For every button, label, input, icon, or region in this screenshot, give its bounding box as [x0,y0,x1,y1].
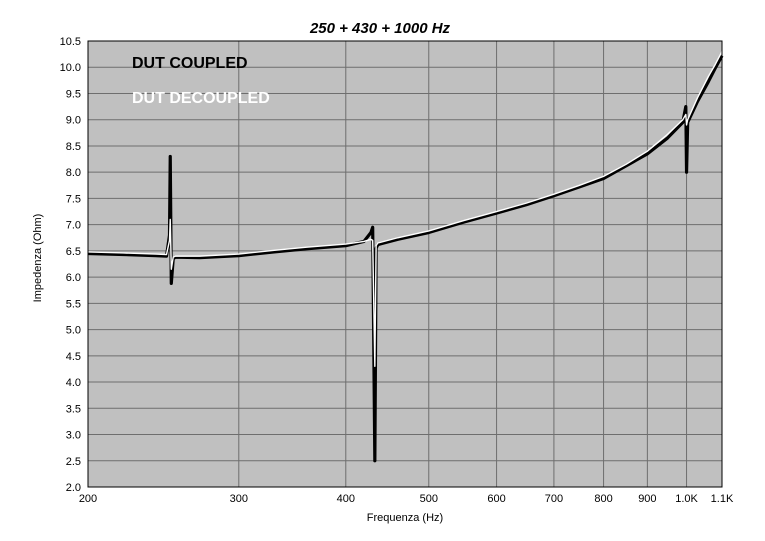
x-tick-label: 200 [79,493,97,505]
y-tick-label: 8.5 [66,141,81,153]
y-tick-label: 8.0 [66,167,81,179]
x-tick-label: 800 [594,493,612,505]
y-tick-label: 3.0 [66,430,81,442]
x-axis-ticks: 200 300 400 500 600 700 800 900 1.0K 1.1K [79,493,734,505]
y-tick-label: 9.5 [66,88,81,100]
x-tick-label: 900 [638,493,656,505]
y-tick-label: 2.5 [66,456,81,468]
series-line-dut-decoupled [87,51,723,368]
x-tick-label: 300 [230,493,248,505]
y-tick-label: 6.5 [66,246,81,258]
plot-area [88,41,722,487]
y-axis-label: Impedenza (Ohm) [32,214,44,303]
x-tick-label: 500 [420,493,438,505]
x-tick-label: 1.1K [711,493,734,505]
chart-title: 250 + 430 + 1000 Hz [309,20,451,37]
x-tick-label: 600 [487,493,505,505]
legend-dut-coupled: DUT COUPLED [132,55,248,72]
x-tick-label: 1.0K [675,493,698,505]
y-tick-label: 2.0 [66,482,81,494]
y-tick-label: 3.5 [66,403,81,415]
x-tick-label: 400 [337,493,355,505]
plot-frame [87,40,723,488]
y-tick-label: 4.5 [66,351,81,363]
y-tick-label: 9.0 [66,115,81,127]
y-tick-label: 7.0 [66,220,81,232]
y-tick-label: 6.0 [66,272,81,284]
legend-dut-decoupled: DUT DECOUPLED [132,90,270,107]
x-axis-label: Frequenza (Hz) [367,512,443,524]
y-tick-label: 5.5 [66,298,81,310]
y-axis-ticks: 2.0 2.5 3.0 3.5 4.0 4.5 5.0 5.5 6.0 6.5 7.0 7.5 8.0 8… [60,36,81,494]
series-layer [87,51,724,463]
y-tick-label: 10.0 [60,62,81,74]
series-line-dut-coupled [87,54,724,463]
y-tick-label: 7.5 [66,193,81,205]
y-tick-label: 5.0 [66,325,81,337]
y-tick-label: 4.0 [66,377,81,389]
x-tick-label: 700 [545,493,563,505]
y-tick-label: 10.5 [60,36,81,48]
